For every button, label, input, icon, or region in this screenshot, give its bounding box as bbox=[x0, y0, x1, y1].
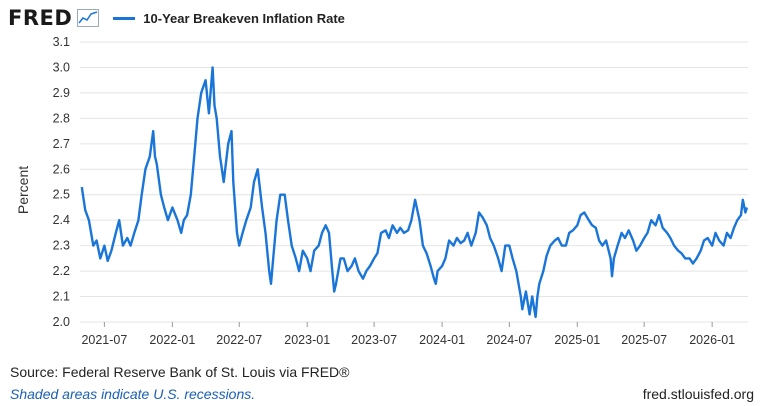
series-line bbox=[80, 66, 749, 319]
recession-note: Shaded areas indicate U.S. recessions. bbox=[10, 386, 256, 402]
chart-legend: 10-Year Breakeven Inflation Rate bbox=[113, 11, 345, 26]
y-tick-label: 3.1 bbox=[53, 35, 70, 49]
x-tick-label: 2025-07 bbox=[621, 333, 667, 347]
y-tick-label: 2.9 bbox=[53, 86, 70, 100]
x-tick-label: 2024-01 bbox=[419, 333, 465, 347]
legend-swatch bbox=[113, 16, 136, 20]
y-tick-label: 2.1 bbox=[53, 290, 70, 304]
line-chart: 2.0 2.1 2.2 2.3 2.4 2.5 2.6 2.7 2.8 2.9 3.0 3.1 202… bbox=[15, 35, 749, 347]
chart-header: FRED 10-Year Breakeven Inflation Rate bbox=[8, 6, 345, 30]
y-tick-label: 2.7 bbox=[53, 137, 70, 151]
x-tick-label: 2023-01 bbox=[284, 333, 330, 347]
y-tick-label: 2.5 bbox=[53, 188, 70, 202]
x-tick-label: 2024-07 bbox=[486, 333, 532, 347]
y-tick-label: 2.8 bbox=[53, 111, 70, 125]
y-tick-label: 2.6 bbox=[53, 162, 70, 176]
legend-label: 10-Year Breakeven Inflation Rate bbox=[143, 10, 345, 26]
y-axis-label: Percent bbox=[15, 166, 31, 214]
y-tick-label: 3.0 bbox=[53, 60, 70, 74]
y-tick-label: 2.4 bbox=[53, 213, 70, 227]
y-tick-label: 2.2 bbox=[53, 264, 70, 278]
x-tick-label: 2022-07 bbox=[216, 333, 262, 347]
fred-url-link[interactable]: fred.stlouisfed.org bbox=[642, 386, 754, 402]
line-chart-icon bbox=[77, 9, 100, 27]
x-tick-label: 2021-07 bbox=[81, 333, 127, 347]
source-text: Source: Federal Reserve Bank of St. Loui… bbox=[10, 364, 350, 380]
x-tick-label: 2022-01 bbox=[149, 333, 195, 347]
x-tick-label: 2025-01 bbox=[554, 333, 600, 347]
x-tick-label: 2026-01 bbox=[689, 333, 735, 347]
fred-logo[interactable]: FRED bbox=[8, 5, 73, 30]
y-tick-label: 2.0 bbox=[53, 315, 70, 329]
x-tick-label: 2023-07 bbox=[351, 333, 397, 347]
y-tick-label: 2.3 bbox=[53, 239, 70, 253]
